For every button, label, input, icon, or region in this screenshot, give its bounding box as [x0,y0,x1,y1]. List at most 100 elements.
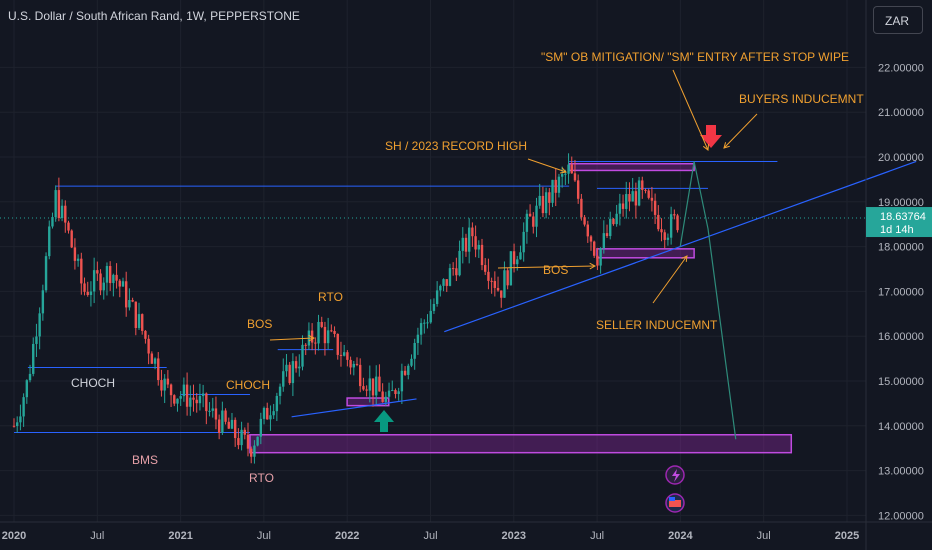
currency-button[interactable]: ZAR [873,6,923,34]
candle-body [294,361,298,369]
candle-body [467,227,471,252]
candle-body [503,270,506,298]
candle-body [25,380,29,398]
y-tick-label: 14.00000 [878,421,924,433]
candle-body [621,203,625,209]
candle-body [669,214,673,238]
candle-body [381,391,384,402]
candle-body [375,376,378,396]
x-tick-label: Jul [257,530,271,542]
candle-body [83,283,86,292]
annotation-pointer-head [681,255,688,263]
candle-body [448,268,452,286]
candle-body [326,330,330,344]
candle-body [419,323,423,335]
candle-body [163,378,166,391]
candle-body [474,236,477,250]
candle-body [38,313,41,337]
candle-body [108,266,112,284]
candle-body [650,197,654,201]
candle-body [519,252,522,260]
candle-body [291,361,295,384]
candle-body [205,393,208,412]
time-axis[interactable]: 2020 Jul 2021 Jul 2022 Jul 2023 Jul 2024 Jul 2025 [0,521,932,542]
candle-body [320,321,323,327]
candle-body [201,393,205,397]
annotation-pointer [723,113,758,149]
horizontal-levels [0,160,866,434]
candle-body [124,281,128,308]
y-tick-label: 12.00000 [878,510,924,522]
candle-body [80,258,83,284]
candle-body [262,407,266,419]
candle-body [60,205,64,219]
candle-body [118,280,121,287]
candle-body [596,255,599,266]
y-tick-label: 17.00000 [878,286,924,298]
y-tick-label: 21.00000 [878,107,924,119]
annotation-bos-2023: BOS [543,263,568,277]
candle-body [67,222,70,231]
candle-body [185,384,189,407]
candle-body [663,232,666,240]
candle-body [615,213,618,225]
candle-body [442,279,445,286]
price-tag-countdown: 1d 14h [880,224,914,236]
candle-body [416,334,420,343]
candle-body [391,390,394,392]
candle-body [657,214,660,230]
price-tag-value: 18.63764 [880,211,926,223]
annotation-buyers-inducement: BUYERS INDUCEMNT [739,92,864,106]
candle-body [500,290,503,298]
candle-body [432,303,436,311]
candle-body [160,380,163,391]
candle-body [153,358,157,364]
buy-arrow-icon [374,410,394,432]
candle-body [342,352,346,356]
candle-body [89,291,93,295]
x-tick-label: 2025 [835,530,859,542]
price-axis[interactable]: 22.00000 21.00000 20.00000 19.00000 18.00000… [865,0,932,550]
candle-body [173,395,176,404]
candle-body [266,407,269,420]
x-tick-label: 2024 [668,530,693,542]
candle-body [288,364,291,384]
annotation-pointer [527,158,567,173]
candles [12,153,679,464]
price-tag [866,207,932,238]
candle-body [128,300,131,308]
candle-body [397,391,400,395]
candle-body [355,363,359,365]
x-tick-label: Jul [757,530,771,542]
candle-body [637,180,641,206]
candle-body [387,390,391,397]
candle-body [221,410,224,433]
candle-body [400,370,404,392]
candle-body [333,331,336,334]
candle-body [625,194,628,209]
flag-stripes [669,500,681,507]
candle-body [580,198,583,218]
candle-body [426,322,429,324]
candle-body [557,176,561,193]
candle-body [464,237,468,252]
candle-body [35,336,38,344]
candle-body [602,233,606,249]
candle-body [576,180,580,199]
candle-body [227,421,230,429]
grid [0,0,866,522]
candle-body [314,342,317,344]
y-tick-label: 19.00000 [878,197,924,209]
candle-body [12,425,16,427]
y-tick-label: 20.00000 [878,152,924,164]
y-tick-label: 18.00000 [878,242,924,254]
candle-body [134,301,138,328]
annotation-pointer-head [308,334,316,342]
candle-body [57,190,61,219]
candle-body [198,396,202,404]
trendline [291,398,417,418]
candle-body [368,378,372,391]
candle-body [493,281,497,288]
